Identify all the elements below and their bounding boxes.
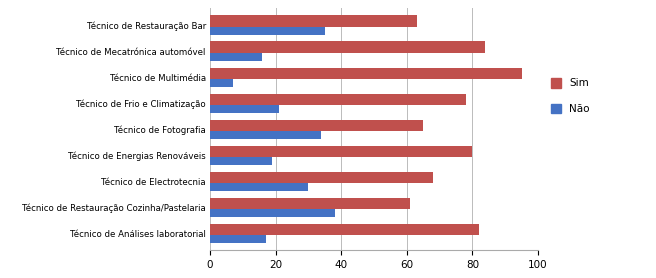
Legend: Sim, Não: Sim, Não [546,74,594,118]
Bar [210,183,308,191]
Bar [210,68,522,79]
Bar [210,16,417,27]
Bar [210,131,321,139]
Bar [210,224,479,235]
Bar [210,79,233,87]
Bar [210,27,325,35]
Bar [210,209,335,217]
Bar [210,198,410,209]
Bar [210,157,272,165]
Bar [210,235,266,243]
Bar [210,53,262,61]
Bar [210,93,466,105]
Bar [210,172,433,183]
Bar [210,120,423,131]
Bar [210,145,472,157]
Bar [210,105,279,113]
Bar [210,41,485,53]
